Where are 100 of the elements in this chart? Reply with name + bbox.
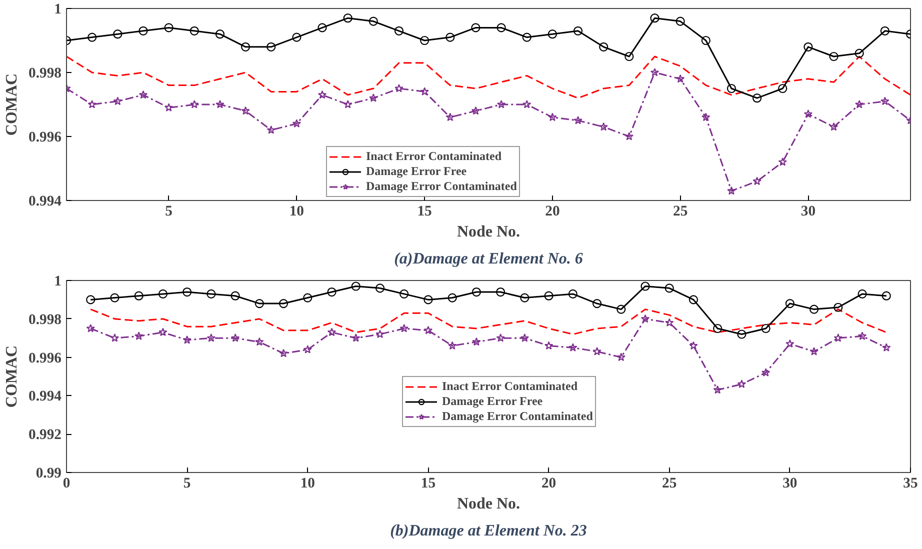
point bbox=[190, 100, 199, 108]
point bbox=[134, 291, 144, 300]
point bbox=[858, 289, 867, 298]
x-tick-label: 0 bbox=[62, 476, 70, 492]
x-tick-label: 30 bbox=[782, 476, 798, 492]
point bbox=[292, 32, 302, 42]
x-tick-label: 30 bbox=[800, 204, 816, 220]
legend-label: Damage Error Free bbox=[442, 394, 543, 409]
point bbox=[216, 100, 224, 108]
point bbox=[376, 330, 384, 338]
point bbox=[164, 23, 174, 32]
y-axis-title: COMAC bbox=[4, 345, 21, 408]
point bbox=[810, 346, 818, 356]
point bbox=[448, 341, 457, 350]
line-series bbox=[66, 56, 910, 99]
point bbox=[880, 26, 890, 36]
point bbox=[369, 94, 378, 102]
point bbox=[858, 332, 867, 340]
point bbox=[778, 158, 787, 166]
y-tick-label: 0.996 bbox=[28, 350, 62, 366]
point bbox=[134, 332, 144, 340]
point bbox=[164, 103, 174, 112]
point bbox=[86, 324, 95, 332]
x-tick-label: 20 bbox=[541, 476, 556, 492]
legend-label: Inact Error Contaminated bbox=[366, 149, 502, 164]
point bbox=[834, 334, 843, 342]
y-axis-title: COMAC bbox=[4, 73, 21, 136]
point bbox=[446, 112, 454, 122]
point bbox=[182, 287, 192, 297]
x-axis-title: Node No. bbox=[456, 224, 520, 240]
point bbox=[496, 334, 505, 342]
point bbox=[804, 42, 813, 52]
point bbox=[568, 289, 578, 298]
legend-label: Damage Error Contaminated bbox=[442, 409, 593, 424]
point bbox=[616, 304, 626, 314]
point bbox=[113, 96, 122, 106]
legend-label: Damage Error Contaminated bbox=[366, 179, 517, 194]
point bbox=[592, 299, 602, 308]
x-tick-label: 10 bbox=[289, 204, 304, 220]
point bbox=[400, 289, 409, 298]
point bbox=[778, 84, 788, 94]
point bbox=[640, 314, 650, 323]
point bbox=[368, 16, 378, 26]
point bbox=[303, 345, 312, 354]
point bbox=[650, 68, 660, 76]
x-tick-label: 25 bbox=[672, 204, 688, 220]
point bbox=[240, 42, 250, 52]
point bbox=[785, 299, 794, 308]
point bbox=[446, 32, 455, 42]
point bbox=[88, 100, 96, 108]
point bbox=[548, 30, 557, 39]
point bbox=[688, 295, 698, 304]
y-tick-label: 0.992 bbox=[28, 427, 62, 444]
point bbox=[761, 324, 770, 334]
point bbox=[400, 324, 408, 332]
point bbox=[664, 284, 674, 293]
x-tick-label: 35 bbox=[903, 476, 918, 492]
y-tick-label: 0.996 bbox=[28, 130, 62, 146]
point bbox=[190, 26, 199, 36]
point bbox=[394, 26, 404, 36]
point bbox=[520, 334, 530, 342]
point bbox=[266, 126, 276, 134]
point bbox=[230, 334, 240, 342]
point bbox=[138, 90, 148, 99]
point bbox=[351, 282, 360, 291]
point bbox=[829, 52, 838, 62]
point bbox=[420, 36, 430, 46]
point bbox=[375, 284, 385, 293]
x-tick-label: 25 bbox=[662, 476, 677, 492]
x-tick-label: 5 bbox=[165, 204, 172, 220]
point bbox=[882, 291, 891, 300]
point bbox=[424, 295, 433, 304]
point bbox=[804, 110, 813, 118]
y-tick-label: 0.99 bbox=[36, 466, 62, 482]
point bbox=[737, 380, 746, 388]
point bbox=[471, 23, 480, 32]
point bbox=[303, 293, 312, 302]
point bbox=[599, 122, 608, 131]
point bbox=[230, 291, 240, 300]
point bbox=[544, 291, 554, 300]
point bbox=[726, 84, 736, 94]
point bbox=[665, 318, 674, 327]
point bbox=[206, 334, 216, 342]
point bbox=[809, 304, 819, 314]
y-tick-label: 0.998 bbox=[28, 312, 62, 328]
point bbox=[496, 287, 506, 297]
point bbox=[318, 23, 327, 32]
point bbox=[182, 335, 192, 344]
point bbox=[786, 339, 794, 348]
legend-label: Inact Error Contaminated bbox=[442, 379, 578, 394]
point bbox=[158, 289, 168, 298]
x-tick-label: 15 bbox=[417, 204, 432, 220]
point bbox=[520, 293, 530, 302]
point bbox=[854, 48, 864, 58]
point bbox=[88, 32, 97, 42]
point bbox=[352, 334, 360, 342]
point bbox=[318, 90, 327, 99]
point bbox=[86, 295, 96, 304]
text: (b)Damage at Element No. 23 bbox=[390, 522, 587, 540]
point bbox=[829, 122, 838, 131]
